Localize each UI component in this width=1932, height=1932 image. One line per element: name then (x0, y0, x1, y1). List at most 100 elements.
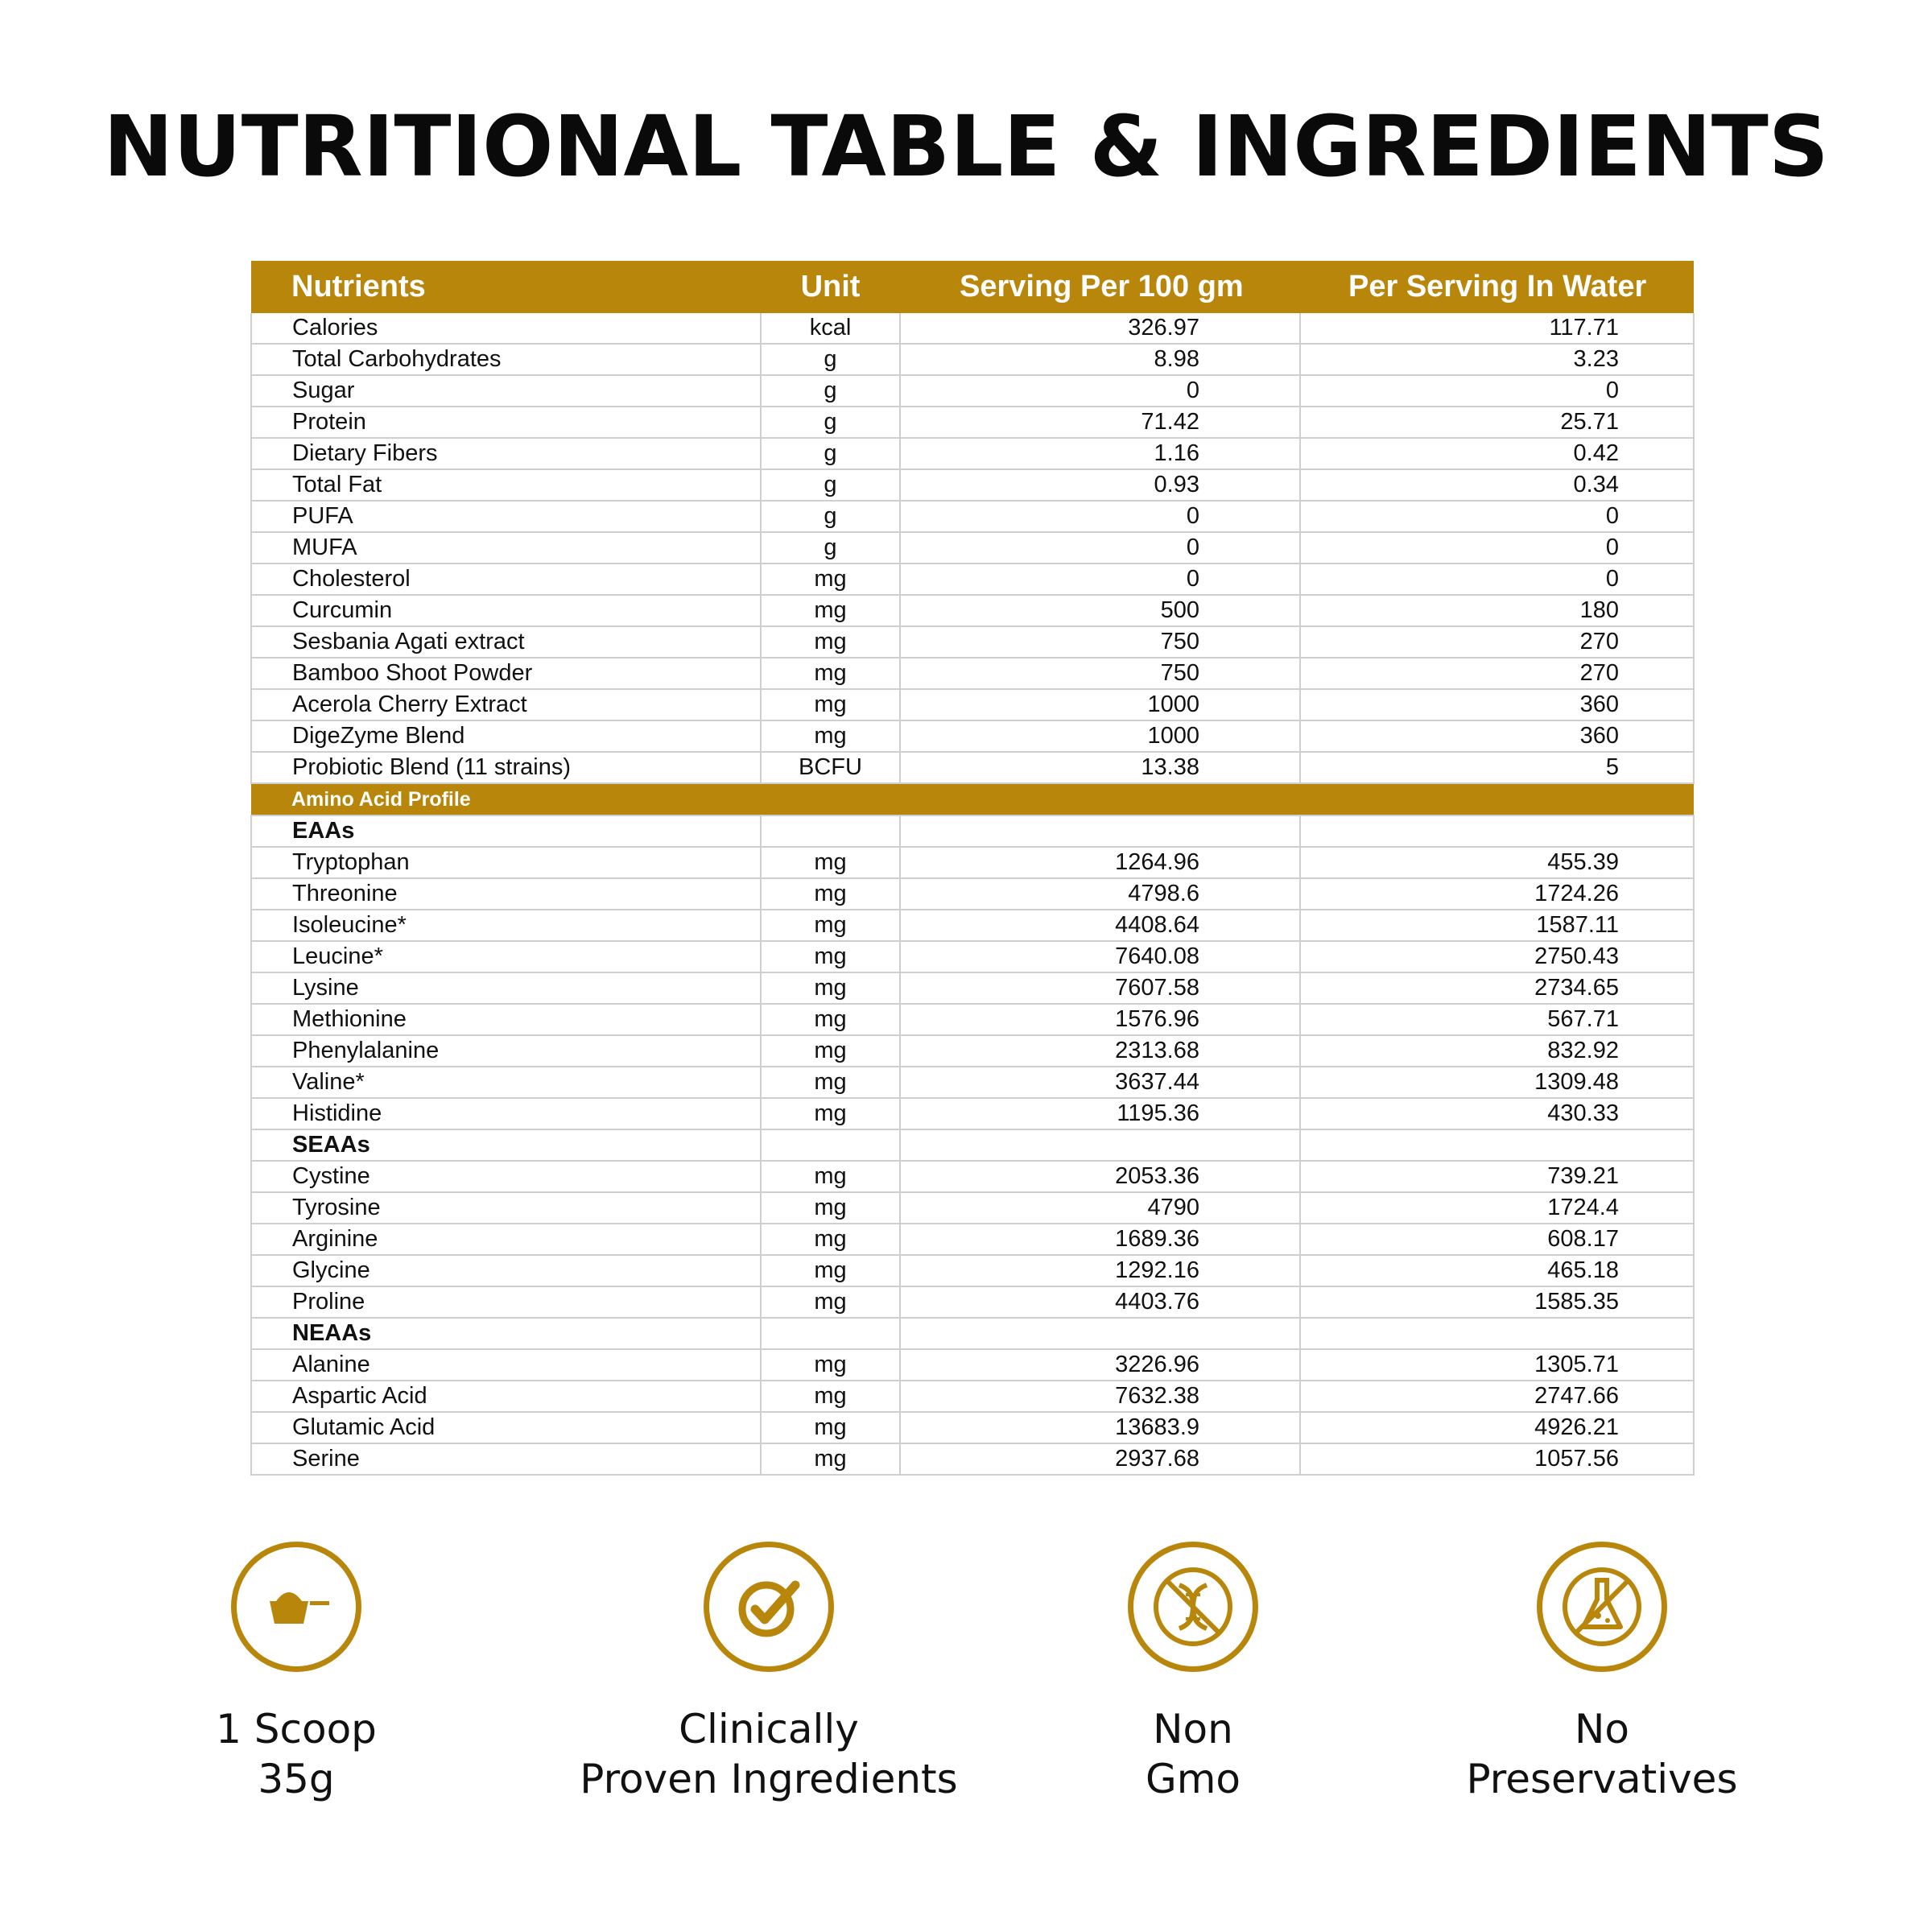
value-per-serving: 5 (1299, 751, 1695, 784)
value-per-serving: 739.21 (1299, 1160, 1695, 1193)
nutrient-name: Acerola Cherry Extract (250, 688, 762, 721)
empty-cell (899, 1317, 1301, 1350)
header-unit: Unit (761, 261, 900, 313)
feature-scoop-line2: 35g (258, 1756, 335, 1802)
nutrient-name: Sugar (250, 374, 762, 407)
nutrient-unit: g (760, 374, 901, 407)
value-per-serving: 567.71 (1299, 1003, 1695, 1036)
table-row: Cholesterol mg 0 0 (250, 563, 1695, 596)
table-row: DigeZyme Blend mg 1000 360 (250, 720, 1695, 753)
table-row: Probiotic Blend (11 strains) BCFU 13.38 5 (250, 751, 1695, 784)
value-per-serving: 0.42 (1299, 437, 1695, 470)
nutrient-unit: mg (760, 625, 901, 658)
nutrient-name: Valine* (250, 1066, 762, 1099)
feature-clinically-line1: Clinically (679, 1706, 859, 1752)
empty-cell (899, 815, 1301, 848)
table-row: Curcumin mg 500 180 (250, 594, 1695, 627)
table-body: Calories kcal 326.97 117.71 Total Carbohydra… (250, 313, 1695, 1476)
value-per-serving: 430.33 (1299, 1097, 1695, 1130)
nutrient-name: Curcumin (250, 594, 762, 627)
nutrient-name: Glutamic Acid (250, 1411, 762, 1444)
amino-group-label: EAAs (250, 815, 762, 848)
value-per-serving: 360 (1299, 720, 1695, 753)
nutrient-name: Cholesterol (250, 563, 762, 596)
nutrient-unit: mg (760, 1097, 901, 1130)
value-per-100g: 4798.6 (899, 877, 1301, 910)
amino-group-row: EAAs (250, 815, 1695, 848)
table-row: MUFA g 0 0 (250, 531, 1695, 564)
nutrient-unit: g (760, 469, 901, 502)
table-row: Glycine mg 1292.16 465.18 (250, 1254, 1695, 1287)
value-per-100g: 750 (899, 625, 1301, 658)
value-per-100g: 1000 (899, 688, 1301, 721)
value-per-100g: 8.98 (899, 343, 1301, 376)
value-per-100g: 750 (899, 657, 1301, 690)
nutrient-unit: kcal (760, 313, 901, 345)
page-title: NUTRITIONAL TABLE & INGREDIENTS (103, 97, 1829, 196)
nutrient-unit: mg (760, 1034, 901, 1067)
nutrient-unit: mg (760, 1160, 901, 1193)
feature-clinically-proven: Clinically Proven Ingredients (527, 1542, 1010, 1804)
checkmark-icon (704, 1542, 834, 1672)
nutrient-unit: mg (760, 1443, 901, 1476)
value-per-100g: 1292.16 (899, 1254, 1301, 1287)
nutrient-name: Tyrosine (250, 1191, 762, 1224)
value-per-serving: 455.39 (1299, 846, 1695, 879)
nutrient-unit: mg (760, 909, 901, 942)
value-per-100g: 1000 (899, 720, 1301, 753)
value-per-serving: 360 (1299, 688, 1695, 721)
table-row: Methionine mg 1576.96 567.71 (250, 1003, 1695, 1036)
nutrient-name: Calories (250, 313, 762, 345)
nutrient-unit: mg (760, 657, 901, 690)
value-per-100g: 0 (899, 500, 1301, 533)
nutrient-name: Glycine (250, 1254, 762, 1287)
value-per-serving: 832.92 (1299, 1034, 1695, 1067)
value-per-serving: 2747.66 (1299, 1380, 1695, 1413)
table-row: Sugar g 0 0 (250, 374, 1695, 407)
nutrient-unit: g (760, 500, 901, 533)
nutrient-unit: g (760, 343, 901, 376)
value-per-100g: 0 (899, 563, 1301, 596)
value-per-100g: 0.93 (899, 469, 1301, 502)
empty-cell (1299, 1129, 1695, 1162)
value-per-serving: 2750.43 (1299, 940, 1695, 973)
nutrient-unit: BCFU (760, 751, 901, 784)
empty-cell (760, 1317, 901, 1350)
nutrient-unit: mg (760, 1254, 901, 1287)
nutrient-name: PUFA (250, 500, 762, 533)
nutrient-name: Probiotic Blend (11 strains) (250, 751, 762, 784)
value-per-100g: 2313.68 (899, 1034, 1301, 1067)
table-row: PUFA g 0 0 (250, 500, 1695, 533)
value-per-serving: 1585.35 (1299, 1286, 1695, 1319)
table-header: Nutrients Unit Serving Per 100 gm Per Se… (251, 261, 1694, 313)
value-per-serving: 3.23 (1299, 343, 1695, 376)
feature-scoop: 1 Scoop 35g (55, 1542, 538, 1804)
value-per-100g: 0 (899, 374, 1301, 407)
empty-cell (760, 815, 901, 848)
value-per-serving: 0.34 (1299, 469, 1695, 502)
value-per-100g: 7632.38 (899, 1380, 1301, 1413)
table-row: Leucine* mg 7640.08 2750.43 (250, 940, 1695, 973)
value-per-100g: 1689.36 (899, 1223, 1301, 1256)
nutrient-name: Proline (250, 1286, 762, 1319)
table-row: Total Carbohydrates g 8.98 3.23 (250, 343, 1695, 376)
value-per-100g: 0 (899, 531, 1301, 564)
amino-group-label: NEAAs (250, 1317, 762, 1350)
scoop-icon (231, 1542, 361, 1672)
nutrient-unit: g (760, 406, 901, 439)
empty-cell (899, 1129, 1301, 1162)
value-per-100g: 1195.36 (899, 1097, 1301, 1130)
nutrient-unit: mg (760, 1223, 901, 1256)
nutrient-name: Aspartic Acid (250, 1380, 762, 1413)
nutrient-unit: mg (760, 1191, 901, 1224)
table-row: Isoleucine* mg 4408.64 1587.11 (250, 909, 1695, 942)
table-row: Histidine mg 1195.36 430.33 (250, 1097, 1695, 1130)
nutrient-name: Protein (250, 406, 762, 439)
table-row: Calories kcal 326.97 117.71 (250, 313, 1695, 345)
table-row: Glutamic Acid mg 13683.9 4926.21 (250, 1411, 1695, 1444)
table-row: Aspartic Acid mg 7632.38 2747.66 (250, 1380, 1695, 1413)
value-per-serving: 117.71 (1299, 313, 1695, 345)
value-per-100g: 71.42 (899, 406, 1301, 439)
value-per-100g: 7607.58 (899, 972, 1301, 1005)
nutrient-unit: mg (760, 1066, 901, 1099)
